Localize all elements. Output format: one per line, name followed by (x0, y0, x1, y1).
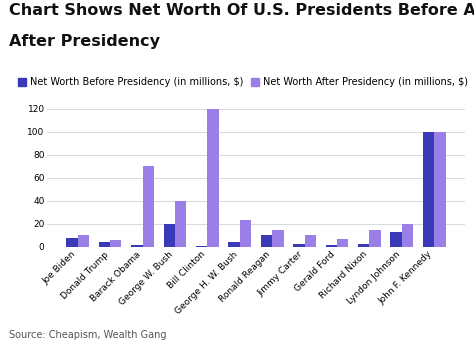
Bar (240, 221, 251, 247)
Text: Source: Cheapism, Wealth Gang: Source: Cheapism, Wealth Gang (9, 330, 167, 340)
Text: Chart Shows Net Worth Of U.S. Presidents Before And: Chart Shows Net Worth Of U.S. Presidents… (9, 3, 474, 19)
Legend: Net Worth Before Presidency (in millions, $), Net Worth After Presidency (in mil: Net Worth Before Presidency (in millions… (14, 73, 472, 91)
Bar (358, 244, 369, 247)
Bar (261, 235, 272, 247)
Bar (272, 230, 283, 247)
Bar (66, 238, 78, 247)
Text: After Presidency: After Presidency (9, 34, 161, 49)
Bar (131, 245, 143, 247)
Bar (164, 224, 175, 247)
Bar (305, 235, 316, 247)
Bar (228, 243, 240, 247)
Bar (175, 201, 186, 247)
Bar (143, 166, 154, 247)
Bar (99, 243, 110, 247)
Bar (423, 132, 434, 247)
Bar (110, 240, 121, 247)
Bar (78, 235, 89, 247)
Bar (196, 246, 207, 247)
Bar (369, 230, 381, 247)
Bar (402, 224, 413, 247)
Bar (326, 245, 337, 247)
Bar (337, 239, 348, 247)
Bar (207, 109, 219, 247)
Bar (391, 232, 402, 247)
Bar (434, 132, 446, 247)
Bar (293, 244, 305, 247)
